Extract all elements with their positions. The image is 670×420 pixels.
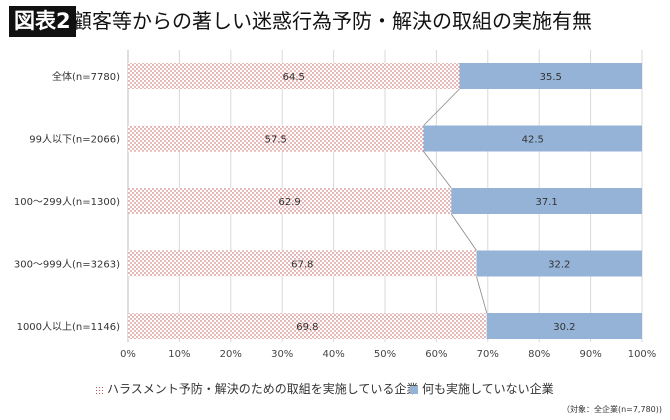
legend-item-implemented: ハラスメント予防・解決のための取組を実施している企業: [95, 380, 418, 397]
x-tick-label: 50%: [374, 349, 396, 360]
data-label: 69.8: [296, 322, 318, 333]
bar-implemented: [128, 63, 460, 89]
series-line: [476, 276, 488, 314]
data-label: 57.5: [265, 135, 287, 146]
x-tick-label: 70%: [477, 349, 499, 360]
data-label: 37.1: [536, 197, 558, 208]
x-tick-label: 40%: [322, 349, 344, 360]
data-label: 35.5: [540, 72, 562, 83]
category-label: 全体(n=7780): [52, 70, 120, 83]
figure-badge: 図表2: [9, 6, 76, 37]
bar-not-implemented: [423, 125, 642, 152]
legend-item-not-implemented: 何も実施していない企業: [410, 380, 554, 397]
category-label: 100～299人(n=1300): [14, 196, 120, 208]
bar-not-implemented: [486, 313, 642, 339]
data-label: 32.2: [548, 260, 570, 271]
bar-implemented: [128, 313, 487, 339]
category-label: 99人以下(n=2066): [29, 134, 120, 146]
bar-not-implemented: [459, 63, 642, 89]
dotted-swatch-icon: [95, 385, 103, 394]
bar-not-implemented: [476, 250, 642, 277]
series-line: [450, 213, 477, 251]
x-tick-label: 100%: [628, 349, 657, 360]
x-tick-label: 80%: [528, 349, 550, 360]
data-label: 64.5: [283, 72, 305, 83]
chart-title: 顧客等からの著しい迷惑行為予防・解決の取組の実施有無: [72, 9, 592, 33]
x-tick-label: 60%: [425, 349, 447, 360]
x-tick-label: 0%: [120, 349, 136, 360]
x-tick-label: 30%: [271, 349, 293, 360]
category-label: 300～999人(n=3263): [14, 259, 120, 271]
x-tick-label: 20%: [220, 349, 242, 360]
bar-implemented: [128, 188, 452, 214]
data-label: 42.5: [522, 135, 544, 146]
series-line: [423, 88, 460, 126]
data-label: 62.9: [279, 197, 301, 208]
footnote: （対象：全企業(n=7,780)): [561, 405, 662, 414]
x-tick-label: 90%: [579, 349, 601, 360]
bar-implemented: [128, 125, 424, 152]
series-line: [423, 151, 452, 189]
x-tick-label: 10%: [168, 349, 190, 360]
data-label: 30.2: [553, 322, 575, 333]
solid-swatch-icon: [410, 385, 418, 394]
category-label: 1000人以上(n=1146): [17, 321, 121, 333]
bar-implemented: [128, 250, 477, 277]
data-label: 67.8: [291, 260, 313, 271]
bar-not-implemented: [451, 188, 642, 214]
